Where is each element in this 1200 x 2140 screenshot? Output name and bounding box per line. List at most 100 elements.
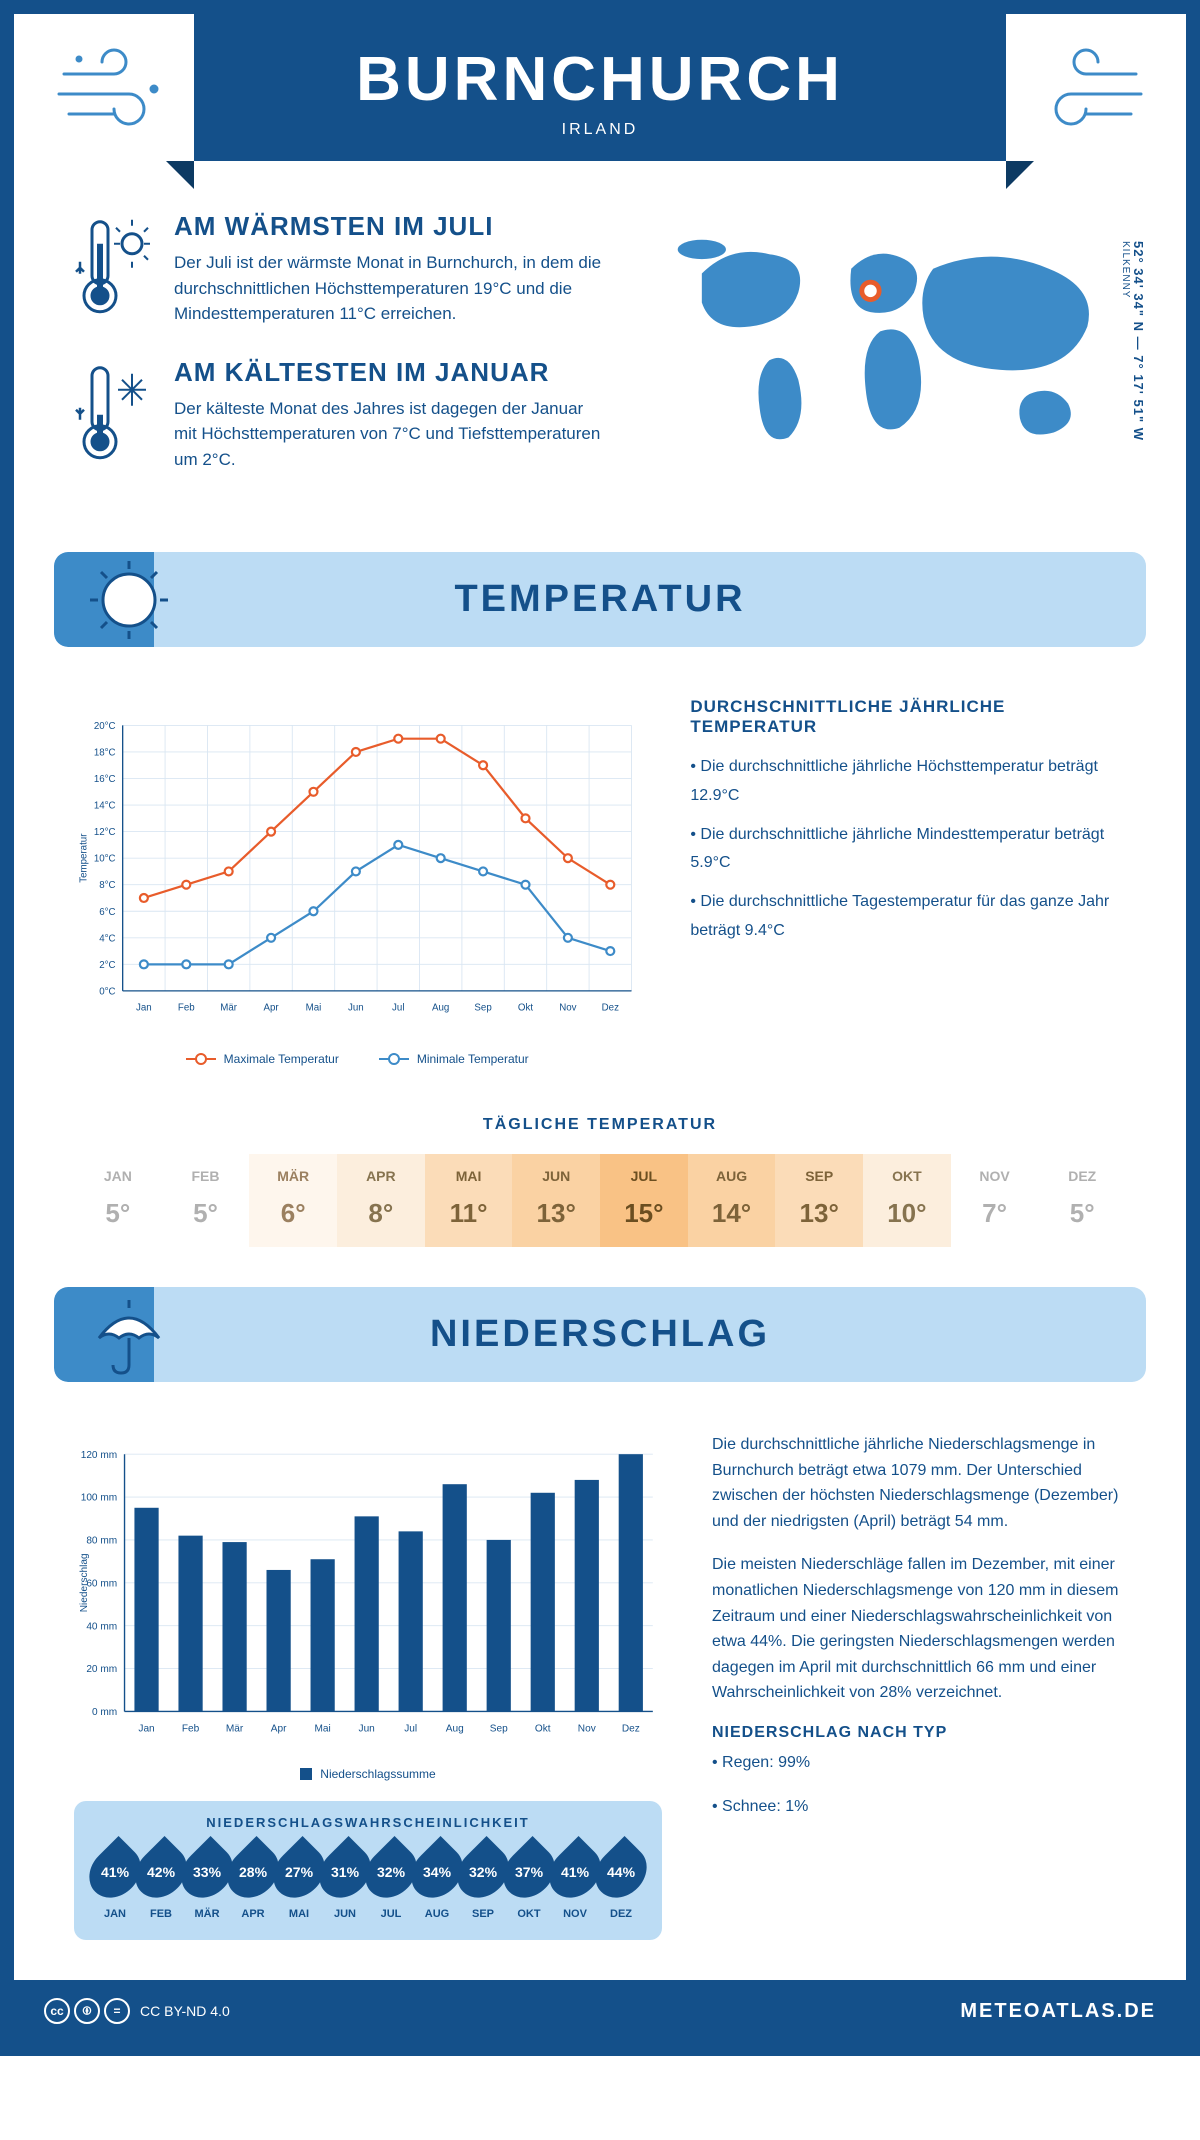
sun-icon xyxy=(84,555,174,645)
svg-text:Feb: Feb xyxy=(178,1002,195,1013)
probability-drop: 41%NOV xyxy=(552,1844,598,1920)
warmest-text: Der Juli ist der wärmste Monat in Burnch… xyxy=(174,250,604,327)
svg-text:Sep: Sep xyxy=(474,1002,491,1013)
coordinates: 52° 34' 34" N — 7° 17' 51" W KILKENNY xyxy=(1120,241,1146,441)
daily-temp-cell: APR8° xyxy=(337,1154,425,1247)
svg-text:Nov: Nov xyxy=(559,1002,576,1013)
svg-text:16°C: 16°C xyxy=(94,774,116,785)
daily-temp-grid: JAN5°FEB5°MÄR6°APR8°MAI11°JUN13°JUL15°AU… xyxy=(74,1154,1126,1247)
svg-text:Jul: Jul xyxy=(404,1724,417,1735)
nd-icon: = xyxy=(104,1998,130,2024)
svg-text:20 mm: 20 mm xyxy=(86,1664,117,1675)
daily-temp-cell: NOV7° xyxy=(951,1154,1039,1247)
svg-text:Jun: Jun xyxy=(359,1724,375,1735)
temperature-summary: DURCHSCHNITTLICHE JÄHRLICHE TEMPERATUR •… xyxy=(690,697,1126,1066)
svg-text:2°C: 2°C xyxy=(99,960,115,971)
daily-temp-cell: JAN5° xyxy=(74,1154,162,1247)
world-map xyxy=(644,211,1126,471)
daily-temp-cell: SEP13° xyxy=(775,1154,863,1247)
precipitation-header: NIEDERSCHLAG xyxy=(54,1287,1146,1382)
precipitation-summary: Die durchschnittliche jährliche Niedersc… xyxy=(712,1432,1126,1940)
temperature-header: TEMPERATUR xyxy=(54,552,1146,647)
svg-text:Mai: Mai xyxy=(306,1002,322,1013)
probability-drop: 28%APR xyxy=(230,1844,276,1920)
precipitation-bar-chart: 0 mm 20 mm 40 mm 60 mm 80 mm 100 mm 120 mm Jan F… xyxy=(74,1432,662,1781)
probability-drop: 41%JAN xyxy=(92,1844,138,1920)
wind-icon xyxy=(1016,44,1146,144)
svg-text:Aug: Aug xyxy=(432,1002,449,1013)
city-name: BURNCHURCH xyxy=(194,44,1006,115)
svg-text:Aug: Aug xyxy=(446,1724,464,1735)
umbrella-icon xyxy=(84,1290,174,1380)
svg-text:40 mm: 40 mm xyxy=(86,1621,117,1632)
probability-drop: 27%MAI xyxy=(276,1844,322,1920)
probability-drop: 32%SEP xyxy=(460,1844,506,1920)
svg-text:Mär: Mär xyxy=(226,1724,244,1735)
probability-drop: 33%MÄR xyxy=(184,1844,230,1920)
svg-text:8°C: 8°C xyxy=(99,880,115,891)
precipitation-probability-box: NIEDERSCHLAGSWAHRSCHEINLICHKEIT 41%JAN42… xyxy=(74,1801,662,1940)
section-title: TEMPERATUR xyxy=(54,578,1146,621)
svg-text:Jan: Jan xyxy=(138,1724,154,1735)
svg-text:Temperatur: Temperatur xyxy=(78,833,89,883)
probability-drop: 44%DEZ xyxy=(598,1844,644,1920)
probability-drop: 32%JUL xyxy=(368,1844,414,1920)
brand-name: METEOATLAS.DE xyxy=(960,2000,1156,2023)
infographic-page: BURNCHURCH IRLAND AM WÄRMSTEN IM JULI De… xyxy=(0,0,1200,2056)
svg-text:20°C: 20°C xyxy=(94,721,116,732)
warmest-fact: AM WÄRMSTEN IM JULI Der Juli ist der wär… xyxy=(74,211,604,327)
svg-text:Niederschlag: Niederschlag xyxy=(79,1553,90,1612)
svg-text:Dez: Dez xyxy=(622,1724,640,1735)
svg-text:80 mm: 80 mm xyxy=(86,1536,117,1547)
country-name: IRLAND xyxy=(194,121,1006,139)
svg-text:Dez: Dez xyxy=(602,1002,619,1013)
temperature-line-chart: 0°C2°C4°C6°C8°C10°C12°C14°C16°C18°C20°CJ… xyxy=(74,697,640,1066)
svg-text:120 mm: 120 mm xyxy=(81,1450,117,1461)
svg-text:100 mm: 100 mm xyxy=(81,1493,117,1504)
svg-text:Apr: Apr xyxy=(271,1724,287,1735)
daily-temp-cell: JUL15° xyxy=(600,1154,688,1247)
daily-temp-cell: MAI11° xyxy=(425,1154,513,1247)
by-icon: 🅯 xyxy=(74,1998,100,2024)
daily-temp-cell: OKT10° xyxy=(863,1154,951,1247)
svg-text:6°C: 6°C xyxy=(99,907,115,918)
probability-drop: 34%AUG xyxy=(414,1844,460,1920)
probability-drop: 37%OKT xyxy=(506,1844,552,1920)
section-title: NIEDERSCHLAG xyxy=(54,1313,1146,1356)
svg-text:Okt: Okt xyxy=(535,1724,551,1735)
probability-drop: 31%JUN xyxy=(322,1844,368,1920)
svg-text:Mai: Mai xyxy=(315,1724,331,1735)
svg-text:18°C: 18°C xyxy=(94,748,116,759)
svg-text:Jul: Jul xyxy=(392,1002,404,1013)
wind-icon xyxy=(54,44,184,144)
daily-temp-cell: FEB5° xyxy=(162,1154,250,1247)
svg-text:12°C: 12°C xyxy=(94,827,116,838)
title-banner: BURNCHURCH IRLAND xyxy=(194,14,1006,161)
daily-temp-title: TÄGLICHE TEMPERATUR xyxy=(14,1116,1186,1134)
thermometer-hot-icon xyxy=(74,211,154,327)
svg-text:Okt: Okt xyxy=(518,1002,533,1013)
coldest-title: AM KÄLTESTEN IM JANUAR xyxy=(174,357,604,388)
daily-temp-cell: MÄR6° xyxy=(249,1154,337,1247)
svg-text:Nov: Nov xyxy=(578,1724,597,1735)
svg-text:0 mm: 0 mm xyxy=(92,1707,117,1718)
svg-text:10°C: 10°C xyxy=(94,854,116,865)
daily-temp-cell: DEZ5° xyxy=(1038,1154,1126,1247)
warmest-title: AM WÄRMSTEN IM JULI xyxy=(174,211,604,242)
svg-text:Feb: Feb xyxy=(182,1724,200,1735)
footer: cc 🅯 = CC BY-ND 4.0 METEOATLAS.DE xyxy=(14,1980,1186,2042)
svg-text:Mär: Mär xyxy=(220,1002,238,1013)
daily-temp-cell: AUG14° xyxy=(688,1154,776,1247)
thermometer-cold-icon xyxy=(74,357,154,473)
svg-text:60 mm: 60 mm xyxy=(86,1578,117,1589)
temp-chart-legend: #leg-max::after{border-color:#e85c2b}Max… xyxy=(74,1052,640,1066)
intro-section: AM WÄRMSTEN IM JULI Der Juli ist der wär… xyxy=(14,191,1186,532)
daily-temp-cell: JUN13° xyxy=(512,1154,600,1247)
svg-text:4°C: 4°C xyxy=(99,933,115,944)
coldest-fact: AM KÄLTESTEN IM JANUAR Der kälteste Mona… xyxy=(74,357,604,473)
probability-drop: 42%FEB xyxy=(138,1844,184,1920)
coldest-text: Der kälteste Monat des Jahres ist dagege… xyxy=(174,396,604,473)
license-badge: cc 🅯 = CC BY-ND 4.0 xyxy=(44,1998,230,2024)
svg-text:Jun: Jun xyxy=(348,1002,364,1013)
svg-text:Sep: Sep xyxy=(490,1724,508,1735)
